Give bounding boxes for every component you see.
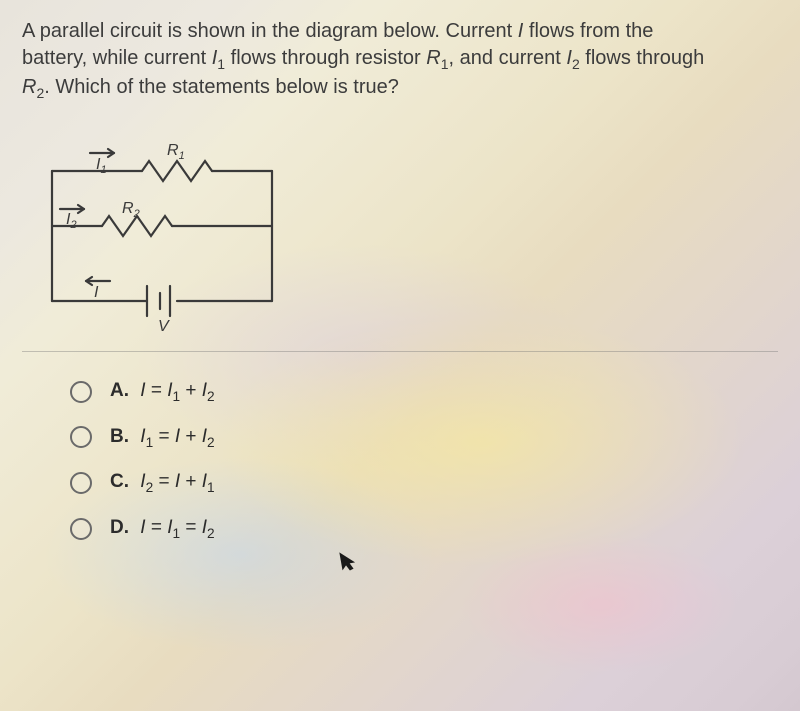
q-var: R bbox=[426, 47, 440, 69]
q-part: battery, while current bbox=[22, 47, 212, 69]
q-sub: 2 bbox=[572, 56, 580, 72]
svg-text:R2: R2 bbox=[122, 200, 140, 220]
q-part: flows through bbox=[580, 47, 705, 69]
q-sub: 1 bbox=[441, 56, 449, 72]
cursor-icon bbox=[338, 549, 361, 580]
opt-op: + bbox=[180, 471, 202, 492]
opt-sub: 2 bbox=[207, 526, 215, 541]
moire-overlay bbox=[0, 0, 800, 711]
q-part: flows from the bbox=[523, 20, 653, 42]
option-d[interactable]: D. I = I1 = I2 bbox=[70, 517, 778, 541]
opt-op: = bbox=[180, 517, 202, 538]
svg-text:I2: I2 bbox=[66, 211, 77, 231]
opt-sub: 2 bbox=[207, 434, 215, 449]
option-a[interactable]: A. I = I1 + I2 bbox=[70, 380, 778, 404]
svg-text:R1: R1 bbox=[167, 142, 185, 162]
q-var: R bbox=[22, 76, 36, 98]
question-text: A parallel circuit is shown in the diagr… bbox=[22, 18, 778, 103]
option-c[interactable]: C. I2 = I + I1 bbox=[70, 471, 778, 495]
options-group: A. I = I1 + I2 B. I1 = I + I2 C. I2 = I … bbox=[70, 380, 778, 541]
opt-letter: B. bbox=[110, 426, 129, 447]
radio-icon bbox=[70, 472, 92, 494]
opt-sub: 1 bbox=[207, 480, 215, 495]
svg-text:V: V bbox=[158, 318, 170, 331]
option-label: D. I = I1 = I2 bbox=[110, 517, 215, 541]
divider bbox=[22, 351, 778, 352]
opt-sub: 1 bbox=[173, 526, 181, 541]
circuit-diagram: I1 R1 I2 R2 I V bbox=[32, 131, 292, 331]
q-part: . Which of the statements below is true? bbox=[44, 76, 399, 98]
opt-eq: = bbox=[153, 471, 175, 492]
radio-icon bbox=[70, 426, 92, 448]
option-label: B. I1 = I + I2 bbox=[110, 426, 215, 450]
option-label: C. I2 = I + I1 bbox=[110, 471, 215, 495]
radio-icon bbox=[70, 381, 92, 403]
opt-letter: D. bbox=[110, 517, 129, 538]
opt-eq: = bbox=[146, 517, 168, 538]
opt-op: + bbox=[180, 426, 202, 447]
svg-text:I: I bbox=[94, 284, 99, 301]
opt-letter: A. bbox=[110, 380, 129, 401]
opt-eq: = bbox=[153, 426, 175, 447]
opt-letter: C. bbox=[110, 471, 129, 492]
opt-sub: 2 bbox=[207, 389, 215, 404]
radio-icon bbox=[70, 518, 92, 540]
svg-text:I1: I1 bbox=[96, 156, 107, 176]
q-sub: 1 bbox=[217, 56, 225, 72]
option-label: A. I = I1 + I2 bbox=[110, 380, 215, 404]
q-part: A parallel circuit is shown in the diagr… bbox=[22, 20, 518, 42]
q-part: flows through resistor bbox=[225, 47, 426, 69]
q-part: , and current bbox=[449, 47, 567, 69]
opt-sub: 1 bbox=[173, 389, 181, 404]
option-b[interactable]: B. I1 = I + I2 bbox=[70, 426, 778, 450]
opt-op: + bbox=[180, 380, 202, 401]
opt-eq: = bbox=[146, 380, 168, 401]
